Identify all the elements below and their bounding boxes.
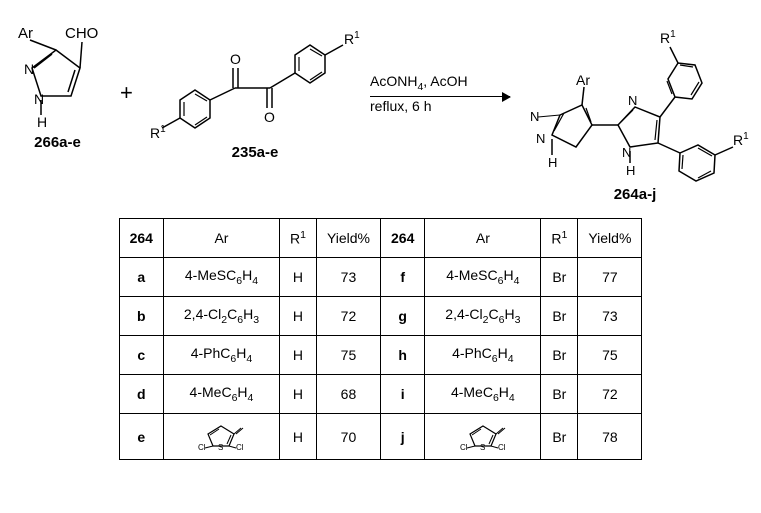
svg-text:Cl: Cl	[198, 443, 206, 450]
svg-text:Cl: Cl	[460, 443, 468, 450]
cell-yield: 75	[316, 336, 380, 375]
svg-text:O: O	[264, 109, 275, 125]
svg-text:H: H	[548, 155, 557, 170]
col-cmp-2: 264	[381, 219, 425, 258]
cell-id: d	[119, 375, 163, 414]
cell-id: f	[381, 258, 425, 297]
cell-r1: H	[279, 297, 316, 336]
svg-text:H: H	[37, 114, 47, 130]
thiophene-icon: S Cl Cl	[458, 420, 508, 450]
product-label: 264a-j	[520, 186, 750, 203]
cell-ar-thiophene: S Cl Cl	[425, 414, 541, 460]
table-row: c 4-PhC6H4 H 75 h 4-PhC6H4 Br 75	[119, 336, 642, 375]
cell-id: b	[119, 297, 163, 336]
col-cmp-1: 264	[119, 219, 163, 258]
product-structure: N N H Ar N N H R1	[520, 5, 750, 190]
cell-yield: 73	[316, 258, 380, 297]
cell-yield: 68	[316, 375, 380, 414]
svg-text:O: O	[230, 51, 241, 67]
reagents-line: AcONH4, AcOH	[370, 72, 510, 94]
reactant2-label: 235a-e	[150, 144, 360, 161]
svg-text:N: N	[24, 61, 34, 77]
ar-label: Ar	[18, 25, 33, 42]
svg-text:R1: R1	[660, 29, 676, 46]
svg-text:R1: R1	[344, 30, 360, 47]
svg-text:Ar: Ar	[576, 72, 590, 88]
cell-r1: H	[279, 336, 316, 375]
table-row: e S Cl Cl H 70 j	[119, 414, 642, 460]
table-row: d 4-MeC6H4 H 68 i 4-MeC6H4 Br 72	[119, 375, 642, 414]
svg-text:N: N	[536, 131, 545, 146]
reaction-scheme: Ar CHO N N H 266a-e +	[10, 10, 750, 210]
col-ar-2: Ar	[425, 219, 541, 258]
pyrazole-structure: Ar CHO N N H	[10, 20, 105, 130]
cell-id: a	[119, 258, 163, 297]
cell-r1: H	[279, 258, 316, 297]
col-yield-2: Yield%	[578, 219, 642, 258]
cell-yield: 75	[578, 336, 642, 375]
cell-id: i	[381, 375, 425, 414]
cell-ar: 4-MeSC6H4	[163, 258, 279, 297]
cell-yield: 70	[316, 414, 380, 460]
cell-id: j	[381, 414, 425, 460]
col-r1-1: R1	[279, 219, 316, 258]
svg-text:N: N	[628, 93, 637, 108]
svg-text:H: H	[626, 163, 635, 178]
product-264: N N H Ar N N H R1	[520, 5, 750, 203]
header-row: 264 Ar R1 Yield% 264 Ar R1 Yield%	[119, 219, 642, 258]
cell-ar: 4-PhC6H4	[163, 336, 279, 375]
cell-yield: 72	[578, 375, 642, 414]
thiophene-icon: S Cl Cl	[196, 420, 246, 450]
reactant1-label: 266a-e	[10, 134, 105, 151]
svg-text:R1: R1	[150, 124, 166, 141]
cell-r1: Br	[541, 414, 578, 460]
conditions-line: reflux, 6 h	[370, 97, 510, 115]
cell-ar: 4-MeSC6H4	[425, 258, 541, 297]
table-row: b 2,4-Cl2C6H3 H 72 g 2,4-Cl2C6H3 Br 73	[119, 297, 642, 336]
svg-text:Cl: Cl	[236, 443, 244, 450]
cell-r1: Br	[541, 258, 578, 297]
cell-yield: 77	[578, 258, 642, 297]
cell-r1: H	[279, 375, 316, 414]
svg-text:Cl: Cl	[498, 443, 506, 450]
cell-ar: 2,4-Cl2C6H3	[163, 297, 279, 336]
cell-r1: Br	[541, 336, 578, 375]
svg-text:S: S	[218, 443, 223, 450]
table-row: a 4-MeSC6H4 H 73 f 4-MeSC6H4 Br 77	[119, 258, 642, 297]
cell-r1: Br	[541, 297, 578, 336]
cell-yield: 73	[578, 297, 642, 336]
svg-text:R1: R1	[733, 131, 749, 148]
svg-text:S: S	[480, 443, 485, 450]
cell-ar: 4-MeC6H4	[425, 375, 541, 414]
cell-ar: 2,4-Cl2C6H3	[425, 297, 541, 336]
cell-id: h	[381, 336, 425, 375]
cho-label: CHO	[65, 25, 98, 42]
cell-r1: Br	[541, 375, 578, 414]
yield-table: 264 Ar R1 Yield% 264 Ar R1 Yield% a 4-Me…	[119, 218, 643, 460]
col-ar-1: Ar	[163, 219, 279, 258]
svg-text:N: N	[34, 91, 44, 107]
cell-id: g	[381, 297, 425, 336]
cell-id: c	[119, 336, 163, 375]
cell-ar: 4-MeC6H4	[163, 375, 279, 414]
col-yield-1: Yield%	[316, 219, 380, 258]
reactant-266: Ar CHO N N H 266a-e	[10, 20, 105, 151]
reaction-arrow: AcONH4, AcOH reflux, 6 h	[370, 72, 510, 116]
reactant-235: O O R1 R1 235a-e	[150, 10, 360, 161]
cell-yield: 78	[578, 414, 642, 460]
col-r1-2: R1	[541, 219, 578, 258]
diketone-structure: O O R1 R1	[150, 10, 360, 150]
cell-ar: 4-PhC6H4	[425, 336, 541, 375]
plus-sign: +	[120, 80, 133, 106]
cell-yield: 72	[316, 297, 380, 336]
cell-ar-thiophene: S Cl Cl	[163, 414, 279, 460]
cell-id: e	[119, 414, 163, 460]
cell-r1: H	[279, 414, 316, 460]
